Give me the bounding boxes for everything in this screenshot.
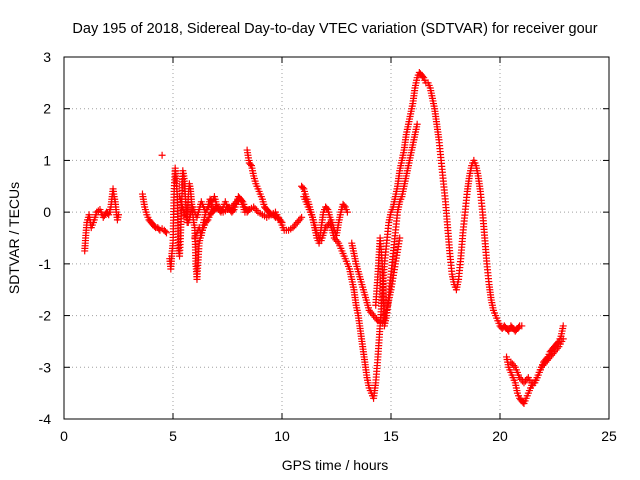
data-point xyxy=(296,215,304,223)
x-tick-label: 0 xyxy=(60,428,68,444)
data-point xyxy=(278,218,286,226)
data-point xyxy=(158,151,166,159)
data-point xyxy=(559,322,567,330)
data-point xyxy=(323,204,331,212)
data-point xyxy=(277,217,285,225)
data-point xyxy=(150,222,158,230)
data-point xyxy=(340,202,348,210)
axis-ticks: 0 5 10 15 20 25 -4 -3 -2 -1 0 1 2 3 xyxy=(39,49,617,444)
data-point xyxy=(333,237,341,245)
data-point xyxy=(559,335,567,343)
data-point xyxy=(553,344,561,352)
data-point xyxy=(115,211,122,219)
y-tick-label: 3 xyxy=(43,49,51,65)
data-points xyxy=(81,69,567,407)
y-tick-label: 0 xyxy=(43,204,51,220)
data-point xyxy=(419,72,427,80)
x-tick-label: 20 xyxy=(492,428,508,444)
data-point xyxy=(266,209,274,217)
x-tick-label: 5 xyxy=(169,428,177,444)
y-tick-label: -3 xyxy=(39,359,52,375)
y-tick-label: 2 xyxy=(43,101,51,117)
data-point xyxy=(245,206,253,214)
y-axis-label: SDTVAR / TECUs xyxy=(6,182,22,294)
data-point xyxy=(246,160,254,168)
data-point xyxy=(343,208,351,216)
data-point xyxy=(510,362,518,370)
data-point xyxy=(372,315,380,323)
x-tick-label: 15 xyxy=(383,428,399,444)
x-tick-label: 25 xyxy=(601,428,617,444)
grid-lines xyxy=(64,57,609,419)
data-point xyxy=(515,323,523,331)
x-axis-label: GPS time / hours xyxy=(282,457,389,473)
data-point xyxy=(298,213,306,221)
data-point xyxy=(518,322,526,330)
data-point xyxy=(244,207,252,215)
data-point xyxy=(396,234,404,242)
data-point xyxy=(162,229,170,237)
data-point xyxy=(238,197,246,205)
data-point xyxy=(413,120,421,128)
y-tick-label: -1 xyxy=(39,256,52,272)
data-point xyxy=(299,184,307,192)
chart-title: Day 195 of 2018, Sidereal Day-to-day VTE… xyxy=(72,21,597,37)
plot-frame xyxy=(63,56,610,420)
y-tick-label: -2 xyxy=(39,308,52,324)
data-point xyxy=(229,207,237,215)
data-point xyxy=(253,206,261,214)
y-tick-label: 1 xyxy=(43,152,51,168)
y-tick-label: -4 xyxy=(39,411,52,427)
data-point xyxy=(270,212,278,220)
data-point xyxy=(161,228,169,236)
x-tick-label: 10 xyxy=(274,428,290,444)
